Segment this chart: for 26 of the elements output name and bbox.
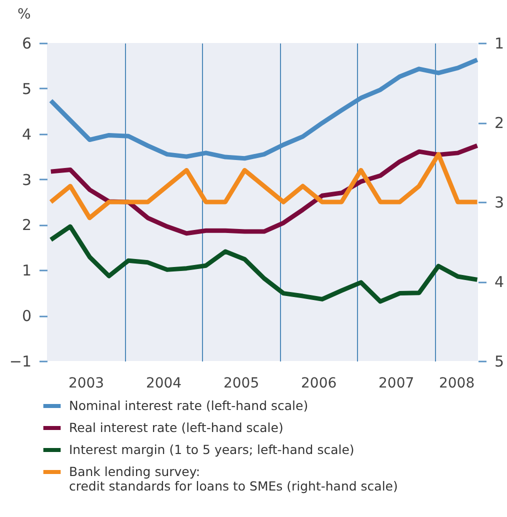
line-series [48, 152, 480, 220]
y-tick-label: 6 [22, 34, 32, 52]
y2-tick-label: 1 [494, 34, 504, 52]
y2-tick-label: 4 [494, 273, 504, 291]
y-tick-label: 5 [22, 80, 32, 98]
legend-label: Bank lending survey: credit standards for loans to SMEs (right-hand scale) [69, 464, 398, 494]
y-axis-title: % [18, 6, 31, 22]
x-tick-label: 2007 [378, 376, 414, 392]
line-series [48, 224, 480, 304]
y-tick-label: 3 [22, 170, 32, 189]
y-tick-label: 2 [22, 216, 32, 234]
x-tick-label: 2006 [300, 376, 337, 392]
legend-label: Real interest rate (left-hand scale) [69, 420, 284, 435]
y-tick-label: 1 [22, 262, 32, 280]
y-tick-label: 0 [22, 307, 32, 326]
x-tick-label: 2004 [146, 376, 182, 392]
legend-label: Interest margin (1 to 5 years; left-hand scale) [69, 442, 354, 457]
legend-label: Nominal interest rate (left-hand scale) [69, 398, 308, 413]
y2-tick-label: 3 [494, 194, 504, 212]
y2-tick-label: 5 [494, 352, 504, 370]
y-tick-label: 4 [22, 125, 32, 144]
x-tick-label: 2003 [68, 376, 104, 392]
y2-tick-label: 2 [494, 114, 504, 132]
y-tick-label: −1 [9, 352, 32, 370]
x-tick-label: 2005 [223, 376, 260, 392]
x-tick-label: 2008 [438, 376, 475, 392]
